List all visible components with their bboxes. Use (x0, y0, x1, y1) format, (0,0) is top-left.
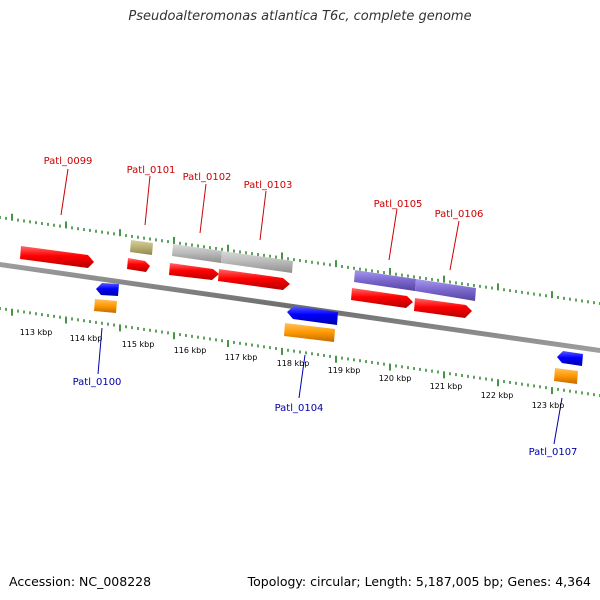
cds-arrow[interactable] (169, 263, 219, 280)
label-leaders-top (60, 168, 460, 271)
scale-label: 123 kbp (532, 401, 565, 410)
cds-arrow-reverse[interactable] (557, 351, 583, 366)
accession-text: Accession: NC_008228 (9, 574, 152, 589)
scale-labels: 113 kbp 114 kbp 115 kbp 116 kbp 117 kbp … (20, 328, 565, 410)
gene-label[interactable]: Patl_0107 (529, 447, 578, 458)
gene-label[interactable]: Patl_0099 (44, 156, 93, 167)
gene-label[interactable]: Patl_0104 (275, 403, 324, 414)
scale-ticks-top (0, 213, 600, 305)
cds-arrow[interactable] (127, 258, 150, 272)
cds-arrow[interactable] (414, 298, 472, 318)
label-leaders-bottom (97, 327, 563, 445)
genome-summary-text: Topology: circular; Length: 5,187,005 bp… (247, 574, 591, 589)
gene-feature[interactable] (284, 323, 335, 342)
scale-label: 116 kbp (174, 346, 207, 355)
scale-ticks-bottom (0, 307, 600, 397)
gene-feature[interactable] (554, 368, 578, 384)
gene-label[interactable]: Patl_0106 (435, 209, 484, 220)
gene-feature[interactable] (221, 251, 293, 273)
scale-label: 117 kbp (225, 353, 258, 362)
gene-feature[interactable] (94, 299, 117, 313)
scale-label: 120 kbp (379, 374, 412, 383)
scale-label: 113 kbp (20, 328, 53, 337)
gene-label[interactable]: Patl_0101 (127, 165, 176, 176)
features-reverse (94, 283, 583, 384)
scale-label: 119 kbp (328, 366, 361, 375)
gene-label[interactable]: Patl_0102 (183, 172, 232, 183)
scale-label: 114 kbp (70, 334, 103, 343)
gene-feature[interactable] (354, 270, 416, 291)
cds-arrow[interactable] (20, 246, 94, 268)
gene-labels-top: Patl_0099 Patl_0101 Patl_0102 Patl_0103 … (44, 156, 484, 220)
scale-label: 122 kbp (481, 391, 514, 400)
gene-label[interactable]: Patl_0105 (374, 199, 423, 210)
scale-label: 118 kbp (277, 359, 310, 368)
gene-feature[interactable] (172, 244, 222, 263)
scale-label: 121 kbp (430, 382, 463, 391)
gene-feature[interactable] (130, 240, 153, 255)
scale-label: 115 kbp (122, 340, 155, 349)
map-title: Pseudoalteromonas atlantica T6c, complet… (128, 9, 472, 24)
features-forward (20, 240, 476, 318)
gene-label[interactable]: Patl_0100 (73, 377, 122, 388)
cds-arrow[interactable] (351, 288, 413, 308)
cds-arrow[interactable] (218, 269, 290, 290)
gene-labels-bottom: Patl_0100 Patl_0104 Patl_0107 (73, 377, 578, 458)
cds-arrow-reverse[interactable] (96, 283, 119, 296)
cds-arrow-reverse[interactable] (287, 306, 338, 325)
gene-feature[interactable] (415, 279, 476, 301)
gene-label[interactable]: Patl_0103 (244, 180, 293, 191)
